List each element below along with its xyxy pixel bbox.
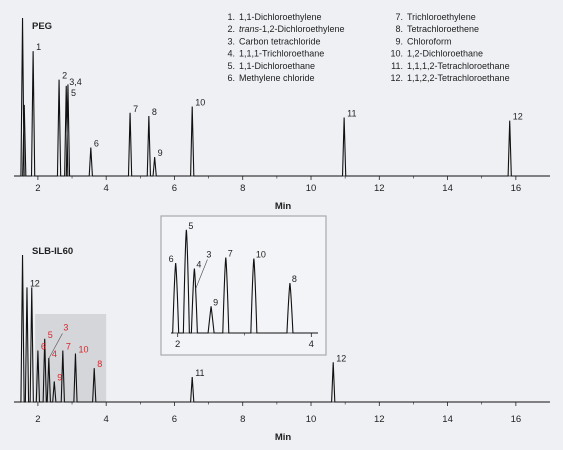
peak-label: 4: [52, 349, 57, 359]
legend-number: 2.: [227, 24, 235, 34]
chromatogram-trace: [14, 254, 550, 403]
zoom-region-highlight: [35, 314, 107, 402]
peak-label: 10: [195, 97, 205, 107]
legend: 1. 1,1-Dichloroethylene 2. trans-1,2-Dichlo…: [227, 12, 509, 83]
x-tick-label: 4: [104, 183, 109, 194]
panel-title: PEG: [32, 21, 52, 32]
legend-entry: Tetrachloroethene: [407, 24, 479, 34]
x-tick-label: 16: [511, 183, 522, 194]
inset-peak-label: 4: [196, 260, 201, 270]
x-tick-label: 14: [442, 414, 453, 425]
inset-peak-label: 9: [213, 297, 218, 307]
peak-label: 3,4: [69, 77, 82, 87]
x-tick-label: 8: [240, 183, 245, 194]
legend-entry: 1,1-Dichloroethane: [239, 61, 315, 71]
peak-label: 11: [347, 109, 356, 119]
legend-number: 7.: [395, 12, 403, 22]
legend-number: 9.: [395, 36, 403, 46]
x-tick-label: 16: [511, 414, 522, 425]
x-tick-label: 6: [172, 183, 177, 194]
inset-tick-label: 4: [309, 339, 314, 350]
legend-entry: 1,1,2,2-Tetrachloroethane: [407, 73, 510, 83]
peak-label: 7: [66, 342, 71, 352]
inset-trace: [171, 229, 318, 334]
peak-label: 6: [94, 139, 99, 149]
peak-label: 5: [71, 88, 76, 98]
legend-number: 12.: [390, 73, 403, 83]
peak-label: 12: [336, 353, 346, 363]
inset-leader-line: [195, 259, 208, 289]
panel-title: SLB-IL60: [32, 246, 73, 257]
x-tick-label: 12: [374, 183, 385, 194]
legend-number: 6.: [227, 73, 235, 83]
inset-peak-label: 10: [256, 250, 266, 260]
x-tick-label: 6: [172, 414, 177, 425]
peak-label: 10: [78, 344, 88, 354]
legend-number: 3.: [227, 36, 235, 46]
x-tick-label: 8: [240, 414, 245, 425]
legend-entry: Methylene chloride: [239, 73, 315, 83]
peak-label: 3: [63, 322, 68, 332]
peak-label: 8: [97, 359, 102, 369]
legend-entry: Trichloroethylene: [407, 12, 476, 22]
x-tick-label: 10: [306, 414, 317, 425]
inset-chart: 2 4 6 5 4 9 7 10 8 3: [160, 215, 327, 356]
peak-label: 1: [30, 278, 35, 288]
peak-label: 9: [158, 148, 163, 158]
x-tick-label: 2: [35, 183, 40, 194]
legend-number: 8.: [395, 24, 403, 34]
legend-entry: trans-1,2-Dichloroethylene: [239, 24, 345, 34]
legend-number: 1.: [227, 12, 235, 22]
peak-label: 1: [36, 42, 41, 52]
legend-number: 11.: [391, 61, 403, 71]
inset-peak-label: 6: [169, 254, 174, 264]
x-axis-title: Min: [275, 201, 292, 212]
legend-number: 4.: [227, 49, 235, 59]
x-tick-label: 10: [306, 183, 317, 194]
peak-label: 11: [195, 368, 204, 378]
legend-entry: 1,1-Dichloroethylene: [239, 12, 322, 22]
peak-label: 7: [133, 104, 138, 114]
x-axis-title: Min: [275, 432, 292, 443]
peak-label: 9: [57, 372, 62, 382]
x-tick-label: 12: [374, 414, 385, 425]
peak-label: 5: [48, 330, 53, 340]
x-tick-label: 14: [442, 183, 453, 194]
x-tick-label: 4: [104, 414, 109, 425]
inset-peak-label: 5: [188, 221, 193, 231]
peak-label: 6: [41, 342, 46, 352]
legend-number: 10.: [390, 49, 403, 59]
legend-entry: 1,2-Dichloroethane: [407, 49, 483, 59]
x-tick-label: 2: [35, 414, 40, 425]
peak-label: 8: [152, 107, 157, 117]
peak-label: 2: [35, 278, 40, 288]
inset-peak-label: 3: [206, 250, 211, 260]
legend-entry: 1,1,1,2-Tetrachloroethane: [407, 61, 510, 71]
legend-number: 5.: [227, 61, 235, 71]
legend-entry: Chloroform: [407, 36, 452, 46]
legend-entry: 1,1,1-Trichloroethane: [239, 49, 324, 59]
peak-label: 12: [513, 112, 523, 122]
chromatogram-trace: [14, 17, 550, 177]
peak-label: 2: [62, 71, 67, 81]
legend-entry: Carbon tetrachloride: [239, 36, 321, 46]
leader-line: [48, 333, 63, 359]
inset-tick-label: 2: [175, 339, 180, 350]
inset-peak-label: 8: [292, 274, 297, 284]
inset-peak-label: 7: [228, 249, 233, 259]
